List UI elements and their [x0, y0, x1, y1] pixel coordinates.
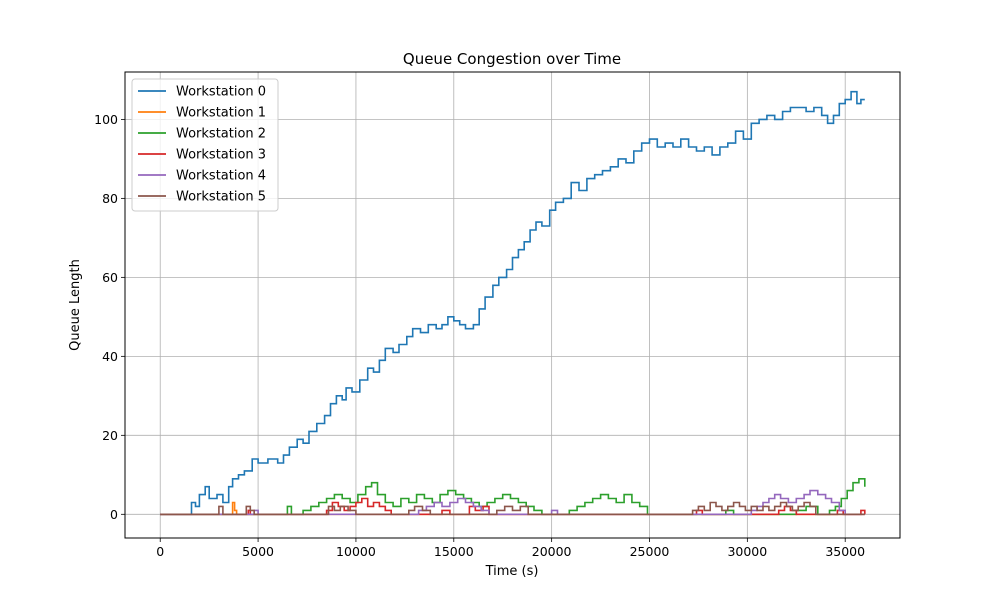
legend-label-1: Workstation 1	[176, 106, 266, 121]
plot-area-frame	[124, 71, 901, 539]
x-tick-label: 10000	[336, 544, 376, 559]
x-tick-label: 15000	[434, 544, 474, 559]
x-tick-label: 0	[156, 544, 164, 559]
x-tick-label: 25000	[630, 544, 670, 559]
x-axis-ticks: 0 5000 10000 15000 20000 25000 30000 35000	[156, 538, 865, 559]
legend-label-0: Workstation 0	[176, 85, 266, 100]
legend-label-5: Workstation 5	[176, 190, 266, 205]
x-tick-label: 35000	[825, 544, 865, 559]
y-axis-label: Queue Length	[68, 259, 83, 351]
x-axis-label: Time (s)	[485, 564, 539, 579]
series-line-0	[160, 90, 865, 516]
series-lines	[160, 90, 866, 516]
grid	[125, 72, 900, 538]
y-tick-label: 40	[102, 349, 118, 364]
legend-box	[131, 78, 279, 212]
legend-label-4: Workstation 4	[176, 169, 266, 184]
y-axis-ticks: 0 20 40 60 80 100	[94, 112, 125, 522]
x-tick-label: 30000	[727, 544, 767, 559]
legend: Workstation 0 Workstation 1 Workstation 2 W…	[131, 78, 279, 212]
y-tick-label: 20	[102, 428, 118, 443]
y-tick-label: 80	[102, 191, 118, 206]
x-tick-label: 20000	[532, 544, 572, 559]
legend-label-2: Workstation 2	[176, 127, 266, 142]
legend-label-3: Workstation 3	[176, 148, 266, 163]
chart-title: Queue Congestion over Time	[403, 50, 621, 68]
y-tick-label: 60	[102, 270, 118, 285]
series-line-5	[160, 501, 865, 516]
x-tick-label: 5000	[242, 544, 274, 559]
y-tick-label: 100	[94, 112, 118, 127]
y-tick-label: 0	[110, 507, 118, 522]
